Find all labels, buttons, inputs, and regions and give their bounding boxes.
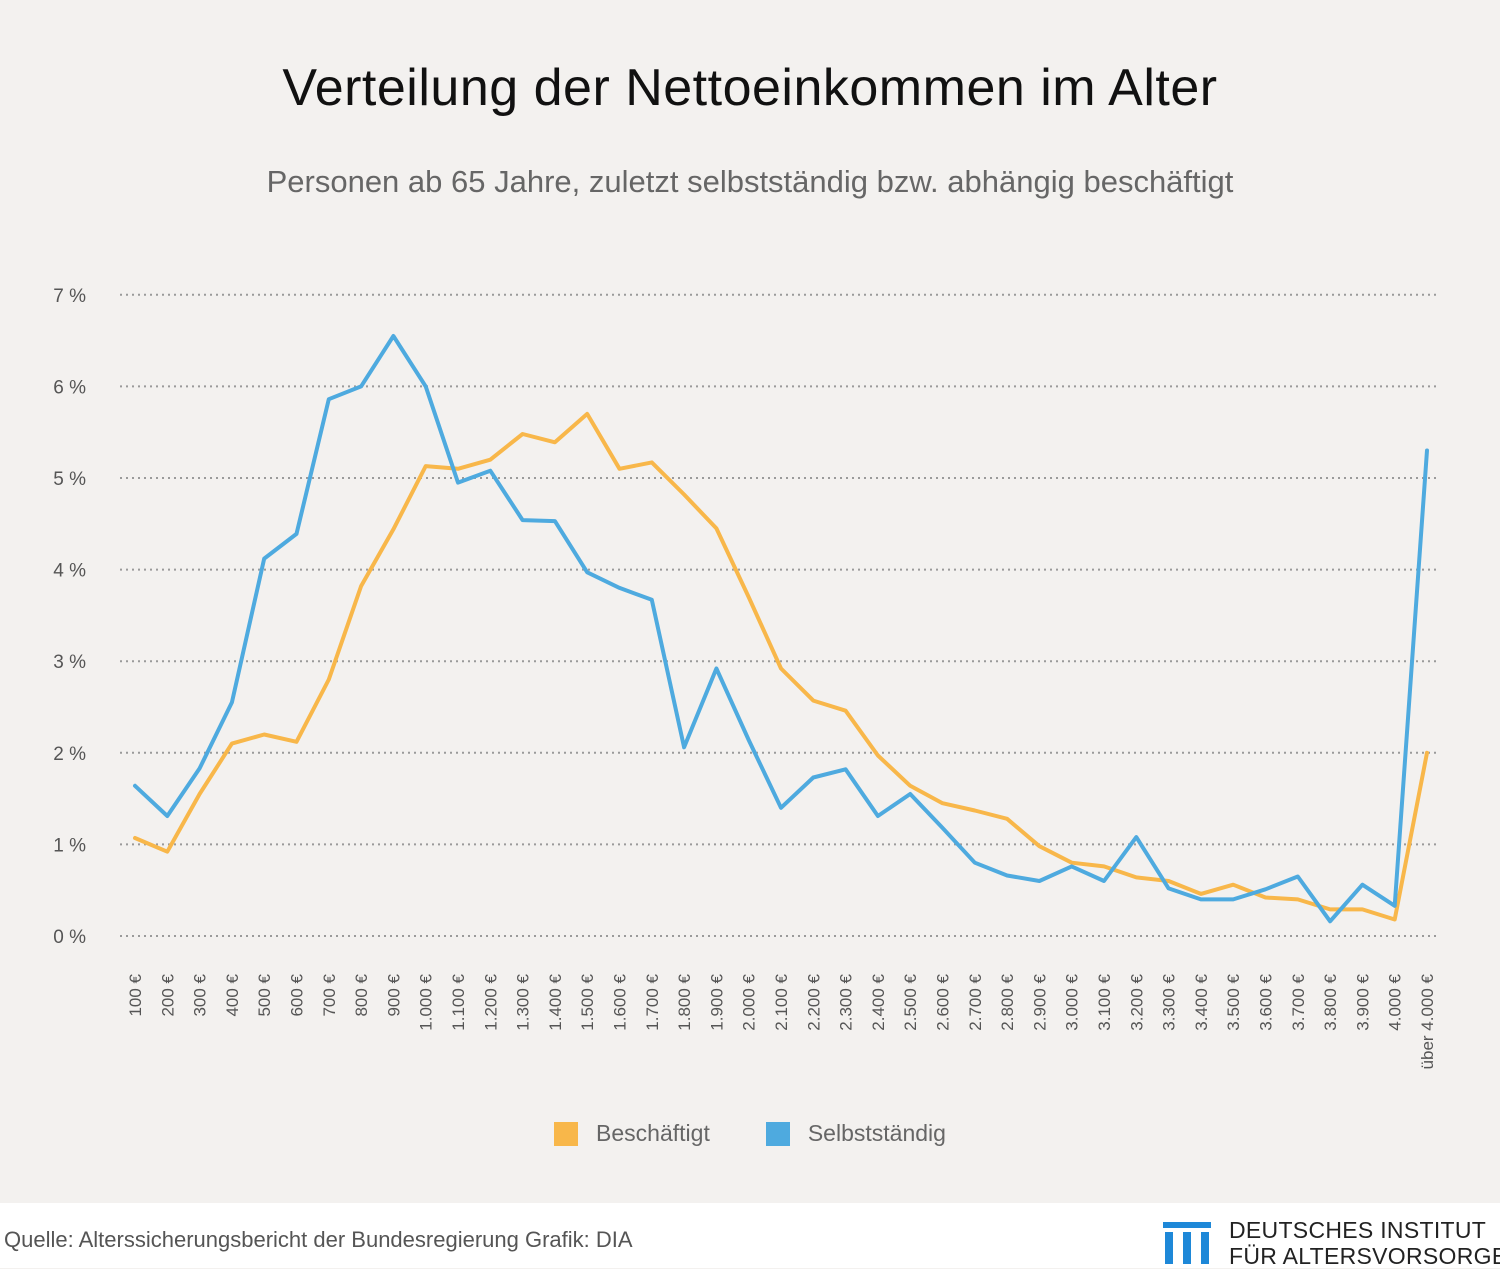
y-tick-label: 7 % (53, 286, 86, 307)
x-tick-label: 3.700 € (1289, 973, 1308, 1030)
x-tick-label: 700 € (320, 973, 339, 1016)
x-tick-label: 1.900 € (707, 973, 726, 1030)
source-note: Quelle: Alterssicherungsbericht der Bund… (4, 1227, 633, 1252)
x-tick-label: 800 € (352, 973, 371, 1016)
x-tick-label: 2.800 € (998, 973, 1017, 1030)
legend-item-selbststaendig: Selbstständig (765, 1120, 946, 1147)
x-tick-label: 2.700 € (966, 973, 985, 1030)
x-tick-label: 2.400 € (869, 973, 888, 1030)
y-tick-label: 3 % (53, 652, 86, 673)
x-tick-label: 2.900 € (1030, 973, 1049, 1030)
x-tick-label: 600 € (288, 973, 307, 1016)
y-tick-label: 0 % (53, 927, 86, 948)
x-tick-label: 2.200 € (804, 973, 823, 1030)
x-tick-label: 3.500 € (1224, 973, 1243, 1030)
x-tick-label: 3.300 € (1160, 973, 1179, 1030)
y-tick-label: 1 % (53, 835, 86, 856)
x-tick-label: 1.500 € (578, 973, 597, 1030)
chart-title: Verteilung der Nettoeinkommen im Alter (282, 59, 1218, 117)
x-tick-label: 2.500 € (901, 973, 920, 1030)
logo-line-1: DEUTSCHES INSTITUT (1229, 1217, 1487, 1243)
x-tick-label: 3.200 € (1127, 973, 1146, 1030)
chart-area: Verteilung der Nettoeinkommen im Alter P… (0, 59, 1500, 1147)
y-tick-label: 2 % (53, 744, 86, 765)
legend-label-beschaeftigt: Beschäftigt (596, 1120, 710, 1146)
legend: Beschäftigt Selbstständig (0, 1120, 1500, 1147)
x-tick-label: 1.400 € (546, 973, 565, 1030)
x-tick-label: über 4.000 € (1418, 973, 1437, 1069)
dia-logo: DEUTSCHES INSTITUT FÜR ALTERSVORSORGE (1163, 1217, 1500, 1269)
y-tick-label: 4 % (53, 561, 86, 582)
x-tick-label: 4.000 € (1386, 973, 1405, 1030)
x-tick-label: 2.600 € (934, 973, 953, 1030)
footer: Quelle: Alterssicherungsbericht der Bund… (0, 1203, 1500, 1269)
institute-logo-icon (1163, 1222, 1211, 1264)
x-tick-label: 1.000 € (417, 973, 436, 1030)
series-line-beschaeftigt (133, 411, 1429, 922)
y-axis: 0 % 1 % 2 % 3 % 4 % 5 % 6 % 7 % (53, 286, 86, 948)
line-chart: 0 % 1 % 2 % 3 % 4 % 5 % 6 % 7 % 100 € 200 € 300 €… (53, 286, 1440, 1069)
y-tick-label: 6 % (53, 377, 86, 398)
logo-line-2: FÜR ALTERSVORSORGE (1229, 1243, 1500, 1269)
x-tick-label: 2.300 € (837, 973, 856, 1030)
x-tick-label: 100 € (126, 973, 145, 1016)
y-tick-label: 5 % (53, 469, 86, 490)
legend-item-beschaeftigt: Beschäftigt (554, 1120, 710, 1147)
x-tick-label: 1.800 € (675, 973, 694, 1030)
x-tick-label: 900 € (384, 973, 403, 1016)
gridlines (120, 293, 1440, 937)
x-tick-label: 2.000 € (740, 973, 759, 1030)
x-tick-label: 3.100 € (1095, 973, 1114, 1030)
chart-subtitle: Personen ab 65 Jahre, zuletzt selbststän… (266, 164, 1234, 199)
x-tick-label: 3.000 € (1063, 973, 1082, 1030)
x-tick-label: 3.800 € (1321, 973, 1340, 1030)
x-tick-label: 1.700 € (643, 973, 662, 1030)
series-lines (133, 334, 1429, 924)
x-tick-label: 3.600 € (1257, 973, 1276, 1030)
x-tick-label: 2.100 € (772, 973, 791, 1030)
x-tick-label: 300 € (191, 973, 210, 1016)
x-tick-label: 500 € (255, 973, 274, 1016)
x-tick-label: 400 € (223, 973, 242, 1016)
x-tick-label: 3.900 € (1353, 973, 1372, 1030)
logo-text: DEUTSCHES INSTITUT FÜR ALTERSVORSORGE (1229, 1217, 1500, 1269)
x-tick-label: 1.600 € (611, 973, 630, 1030)
x-tick-label: 3.400 € (1192, 973, 1211, 1030)
legend-swatch-beschaeftigt (554, 1121, 579, 1146)
x-tick-label: 200 € (158, 973, 177, 1016)
x-tick-label: 1.200 € (481, 973, 500, 1030)
series-line-selbststaendig (133, 334, 1429, 924)
x-tick-label: 1.300 € (514, 973, 533, 1030)
legend-label-selbststaendig: Selbstständig (807, 1120, 946, 1146)
legend-swatch-selbststaendig (765, 1121, 790, 1146)
x-axis: 100 € 200 € 300 € 400 € 500 € 600 € 700 € 800 €… (126, 973, 1437, 1069)
x-tick-label: 1.100 € (449, 973, 468, 1030)
